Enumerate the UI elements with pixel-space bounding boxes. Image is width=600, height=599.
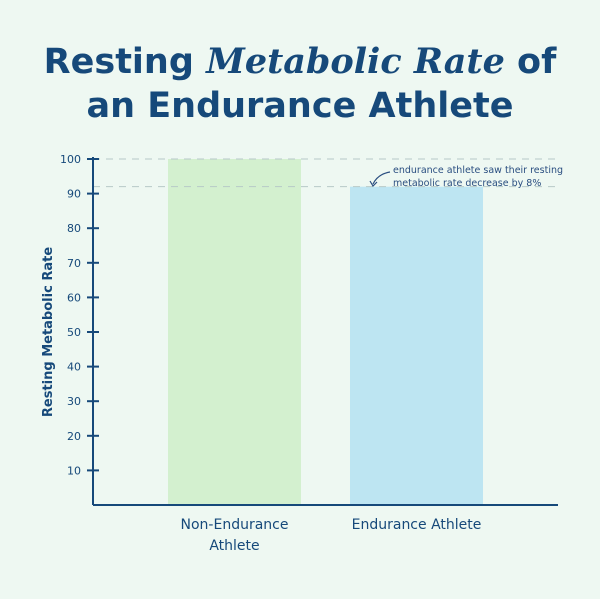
annotation-arrowhead	[369, 180, 378, 187]
y-tick-label: 100	[60, 153, 81, 166]
bar-0	[168, 159, 301, 505]
x-category-label: Endurance Athlete	[352, 517, 482, 533]
y-axis-label: Resting Metabolic Rate	[41, 247, 56, 417]
y-tick-label: 30	[67, 395, 81, 408]
annotation-text: metabolic rate decrease by 8%	[393, 178, 541, 189]
y-tick-label: 60	[67, 291, 81, 304]
title-part: Resting	[43, 42, 207, 82]
x-category-label: Athlete	[209, 538, 259, 554]
y-tick-label: 70	[67, 257, 81, 270]
y-tick-label: 80	[67, 222, 81, 235]
y-tick-label: 10	[67, 464, 81, 477]
y-tick-label: 90	[67, 188, 81, 201]
chart-title: Resting Metabolic Rate of an Endurance A…	[0, 40, 600, 128]
title-emphasis: Metabolic Rate	[206, 41, 505, 82]
y-tick-label: 50	[67, 326, 81, 339]
x-category-label: Non-Endurance	[181, 517, 289, 533]
title-part: an Endurance Athlete	[86, 86, 514, 126]
title-part: of	[504, 42, 557, 82]
y-tick-label: 20	[67, 430, 81, 443]
bar-1	[350, 186, 483, 505]
annotation-text: endurance athlete saw their resting	[393, 165, 563, 176]
y-tick-label: 40	[67, 361, 81, 374]
annotation-arrow	[372, 171, 391, 185]
